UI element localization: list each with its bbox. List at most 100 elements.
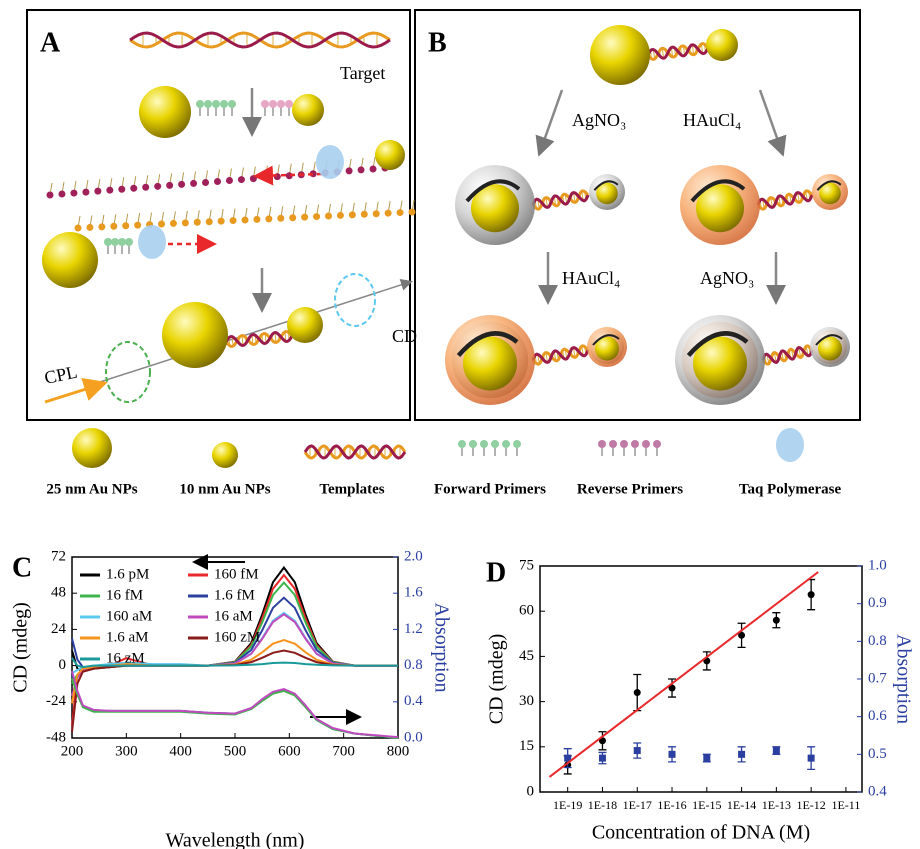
nucleotide: [301, 213, 309, 221]
y2-axis-label: Absorption: [892, 634, 914, 724]
base-pair: [274, 332, 277, 343]
primer: [502, 440, 510, 448]
data-point: [703, 754, 711, 762]
panel-a-frame: [26, 9, 411, 421]
panel-label: B: [428, 27, 447, 58]
nucleotide: [253, 215, 261, 223]
gold-nanoparticle: [212, 442, 238, 468]
arrow: [253, 165, 323, 186]
data-point: [564, 754, 572, 762]
nucleotide: [249, 175, 257, 183]
x-tick-label: 1E-17: [623, 798, 652, 812]
data-line: [71, 657, 398, 669]
data-point: [772, 747, 780, 755]
polarization-ring: [334, 273, 376, 327]
y-tick-label: 75: [519, 557, 534, 573]
shell-cut: [456, 331, 519, 357]
nucleotide: [369, 165, 377, 173]
primer: [609, 440, 617, 448]
panel-b-frame: [414, 9, 861, 421]
core: [819, 182, 841, 205]
nucleotide: [396, 209, 404, 217]
nucleotide: [241, 216, 249, 224]
data-point: [668, 684, 676, 692]
primer: [204, 100, 212, 108]
data-point: [738, 631, 746, 639]
legend-label: 1.6 aM: [106, 629, 149, 645]
primer: [653, 440, 661, 448]
nucleotide: [384, 209, 392, 217]
x-tick-label: 1E-11: [831, 798, 860, 812]
y2-tick-label: 1.6: [404, 585, 423, 601]
gold-nanoparticle: [375, 140, 405, 170]
nucleotide: [336, 211, 344, 219]
nucleotide: [98, 223, 106, 231]
y2-tick-label: 2.0: [404, 548, 423, 564]
gold-nanoparticle: [162, 302, 228, 368]
data-point: [807, 754, 815, 762]
nucleotide: [348, 211, 356, 219]
x-tick-label: 1E-19: [553, 798, 582, 812]
x-tick-label: 300: [115, 743, 138, 759]
nucleotide: [205, 218, 213, 226]
nucleotide: [229, 217, 237, 225]
x-tick-label: 700: [332, 743, 355, 759]
legend-label: 1.6 fM: [214, 587, 255, 603]
polarization-ring: [105, 341, 151, 403]
polymerase: [316, 145, 344, 179]
y-tick-label: 24: [51, 621, 67, 637]
y2-tick-label: 0.4: [868, 783, 887, 799]
nucleotide: [345, 167, 353, 175]
legend-label: Templates: [319, 481, 384, 497]
primer: [212, 100, 220, 108]
primer: [261, 100, 269, 108]
core: [696, 184, 744, 233]
light-path: [99, 279, 413, 383]
legend-label: Reverse Primers: [577, 481, 683, 497]
y-tick-label: 30: [519, 693, 534, 709]
reagent: HAuCl₄: [562, 268, 620, 288]
y2-tick-label: 0.6: [868, 708, 887, 724]
nucleotide: [46, 191, 54, 199]
primer: [125, 238, 133, 246]
data-point: [633, 747, 641, 755]
data-line: [548, 571, 819, 778]
x-tick-label: 400: [169, 743, 192, 759]
nucleotide: [154, 182, 162, 190]
y-tick-label: 72: [51, 548, 66, 564]
x-tick-label: 1E-14: [727, 798, 756, 812]
nucleotide: [237, 176, 245, 184]
nucleotide: [70, 189, 78, 197]
legend-label: 160 zM: [214, 629, 260, 645]
nucleotide: [106, 186, 114, 194]
nucleotide: [74, 224, 82, 232]
data-point: [598, 754, 606, 762]
primer: [196, 100, 204, 108]
strand: [531, 346, 590, 364]
primer: [598, 440, 606, 448]
nucleotide: [313, 213, 321, 221]
data-line: [71, 670, 399, 739]
data-line: [71, 677, 399, 739]
x-axis-label: Concentration of DNA (M): [592, 822, 810, 844]
polymerase: [138, 225, 166, 259]
gold-nanoparticle: [706, 29, 738, 61]
primer: [269, 100, 277, 108]
arrow: [535, 89, 564, 157]
nucleotide: [217, 217, 225, 225]
x-tick-label: 500: [224, 743, 247, 759]
data-point: [668, 750, 676, 758]
reagent: AgNO₃: [572, 110, 626, 130]
legend-label: 1.6 pM: [106, 566, 149, 582]
y-tick-label: 15: [519, 738, 534, 754]
nucleotide: [94, 187, 102, 195]
x-tick-label: 1E-12: [796, 798, 825, 812]
legend-label: Taq Polymerase: [739, 481, 842, 497]
y2-tick-label: 1.2: [404, 621, 423, 637]
nucleotide: [134, 221, 142, 229]
data-point: [772, 616, 780, 624]
reagent: HAuCl₄: [683, 110, 741, 130]
data-point: [633, 689, 641, 697]
base-pair: [241, 335, 244, 346]
core: [595, 336, 619, 361]
